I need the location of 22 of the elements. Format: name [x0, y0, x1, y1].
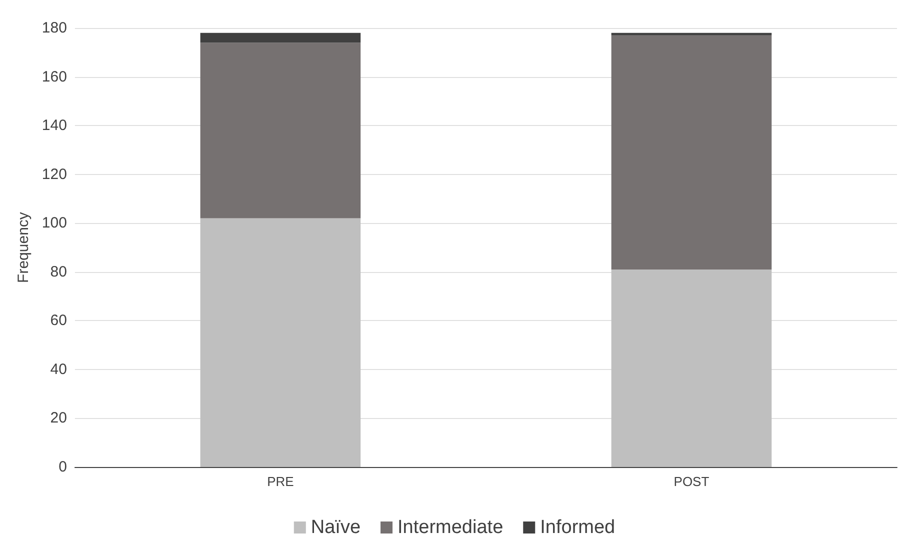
y-tick-label: 140: [42, 117, 67, 134]
y-tick-label: 40: [50, 360, 67, 378]
legend-label: Intermediate: [398, 517, 504, 538]
bar: [200, 42, 361, 218]
x-tick-label: POST: [674, 474, 710, 489]
bar: [611, 35, 772, 270]
y-tick-label: 120: [42, 166, 67, 183]
y-tick-label: 60: [50, 312, 67, 330]
bar: [611, 269, 772, 467]
bar: [200, 32, 361, 43]
y-tick-label: 100: [42, 214, 67, 232]
x-tick-label: PRE: [267, 474, 294, 489]
legend-label: Naïve: [310, 517, 361, 538]
bar: [200, 218, 361, 467]
y-tick-label: 180: [42, 20, 67, 36]
y-axis-title: Frequency: [15, 212, 32, 283]
y-tick-label: 80: [50, 263, 67, 280]
legend-label: Informed: [540, 517, 616, 538]
y-tick-label: 0: [58, 458, 67, 476]
y-tick-label: 160: [42, 68, 67, 86]
y-tick-label: 20: [50, 410, 67, 427]
bar: [611, 32, 772, 36]
